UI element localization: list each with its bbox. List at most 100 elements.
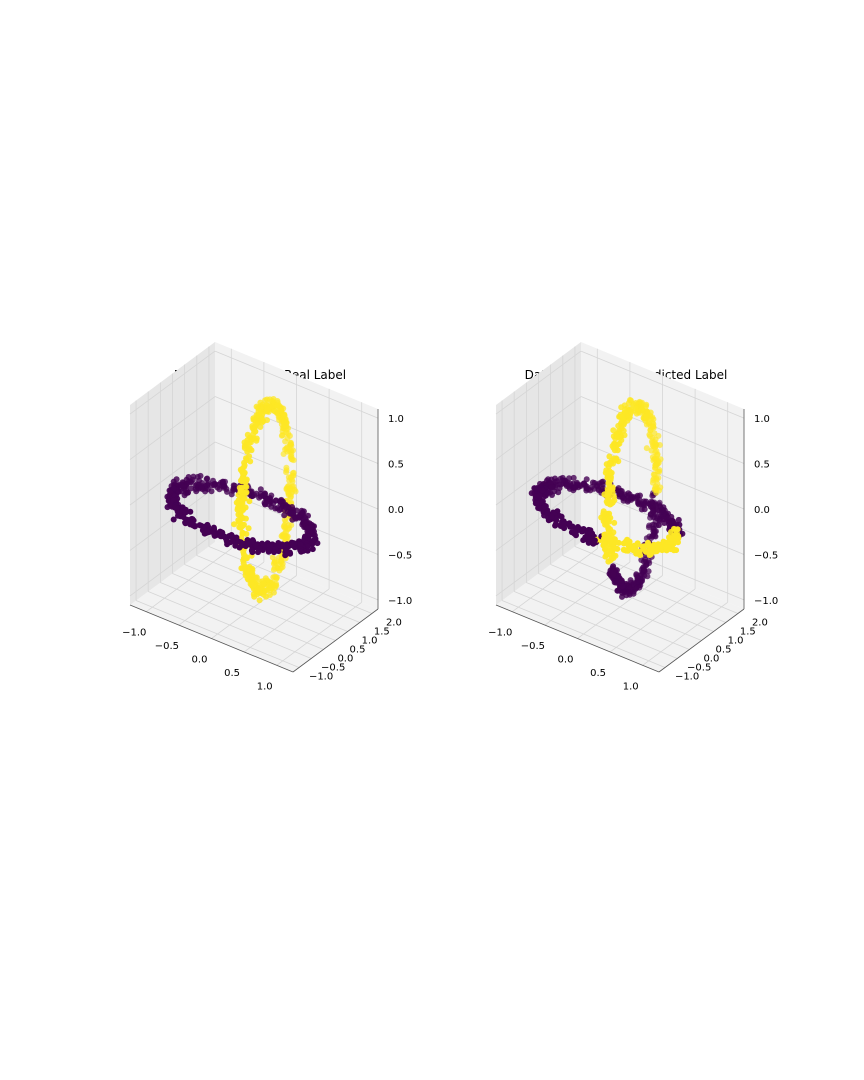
grid-line-z [214, 441, 379, 510]
point-label-0 [198, 484, 205, 491]
point-label-1 [252, 421, 259, 428]
point-label-0 [650, 508, 657, 515]
point-label-0 [656, 516, 663, 523]
point-label-0 [591, 537, 598, 544]
point-label-0 [652, 502, 659, 509]
grid-line-y [148, 591, 312, 659]
z-tick-label: 1.0 [754, 414, 770, 425]
y-tick-label: −1.0 [309, 672, 333, 683]
point-label-1 [271, 408, 278, 415]
point-label-1 [615, 422, 622, 429]
point-label-0 [625, 490, 632, 497]
point-label-1 [267, 587, 274, 594]
point-label-1 [615, 539, 622, 546]
y-tick-label: 2.0 [752, 618, 768, 629]
z-tick-label: 0.0 [388, 505, 404, 516]
point-label-1 [252, 428, 259, 435]
x-tick-label: −0.5 [521, 641, 545, 652]
point-label-0 [587, 529, 594, 536]
point-label-0 [304, 525, 311, 532]
point-label-1 [611, 440, 618, 447]
point-label-0 [167, 502, 174, 509]
point-label-1 [239, 515, 246, 522]
point-label-0 [558, 513, 565, 520]
point-label-0 [309, 546, 316, 553]
point-label-0 [641, 506, 648, 513]
point-label-1 [281, 522, 288, 529]
point-label-1 [642, 415, 649, 422]
point-label-0 [211, 482, 218, 489]
grid-line-y [208, 546, 373, 614]
point-label-1 [614, 447, 621, 454]
point-label-1 [632, 400, 639, 406]
point-label-1 [649, 454, 656, 461]
point-label-0 [252, 542, 259, 549]
point-label-0 [257, 486, 264, 493]
point-label-1 [607, 461, 613, 468]
point-label-1 [264, 406, 271, 413]
point-label-1 [282, 438, 289, 445]
point-label-0 [561, 520, 568, 527]
point-label-0 [229, 533, 235, 540]
z-tick-label: −1.0 [388, 596, 412, 607]
point-label-1 [231, 521, 238, 528]
point-label-1 [626, 538, 633, 545]
point-label-1 [602, 521, 609, 528]
point-label-1 [270, 566, 277, 573]
point-label-0 [204, 475, 211, 482]
point-label-0 [661, 516, 668, 523]
point-label-1 [257, 399, 264, 406]
point-label-1 [602, 553, 609, 560]
z-tick-label: 1.0 [388, 414, 404, 425]
point-label-1 [604, 492, 611, 499]
point-label-1 [260, 580, 267, 587]
x-tick-label: 0.5 [590, 668, 606, 679]
z-tick-label: 0.0 [754, 505, 770, 516]
point-label-1 [286, 525, 293, 532]
point-label-0 [298, 548, 305, 555]
point-label-0 [204, 528, 211, 535]
point-label-0 [182, 509, 189, 516]
point-label-0 [178, 482, 185, 489]
point-label-1 [653, 489, 660, 496]
point-label-1 [243, 531, 250, 537]
x-tick-label: 1.0 [257, 681, 273, 692]
x-tick-label: 0.0 [558, 655, 574, 666]
point-label-1 [256, 597, 263, 604]
grid-line-z [580, 350, 745, 419]
point-label-0 [541, 503, 548, 510]
point-label-1 [248, 447, 255, 454]
subplot-real-label: Dataset Chainlink Real Label −1.0−0.50.0… [122, 342, 412, 692]
grid-line-z [580, 441, 745, 510]
point-label-0 [231, 482, 238, 489]
point-label-1 [270, 574, 277, 581]
point-label-1 [235, 511, 242, 518]
point-label-1 [607, 476, 614, 483]
x-tick-label: 0.5 [224, 668, 240, 679]
point-label-0 [637, 492, 643, 499]
point-label-0 [192, 486, 199, 492]
y-tick-label: 0.0 [703, 654, 719, 665]
point-label-1 [283, 469, 290, 476]
point-label-0 [308, 521, 315, 528]
axes-lines [495, 409, 745, 673]
point-label-1 [601, 541, 607, 547]
point-label-1 [614, 433, 621, 440]
point-label-0 [566, 520, 573, 527]
point-label-1 [623, 412, 630, 419]
grid-line-y [550, 564, 714, 632]
point-label-0 [242, 543, 249, 550]
point-label-0 [188, 485, 195, 492]
scatter-points [164, 396, 321, 604]
point-label-1 [611, 519, 618, 526]
point-label-1 [651, 439, 658, 446]
point-label-1 [612, 456, 619, 463]
grid-line-z [580, 396, 745, 464]
point-label-1 [276, 561, 283, 568]
point-label-0 [561, 525, 568, 532]
point-label-1 [635, 550, 642, 557]
point-label-1 [287, 494, 294, 501]
point-label-0 [643, 535, 650, 542]
point-label-0 [580, 537, 587, 544]
